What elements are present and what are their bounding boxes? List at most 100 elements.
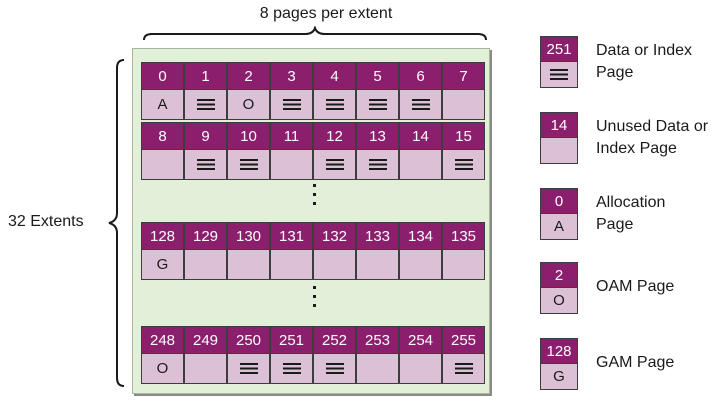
page-type bbox=[270, 354, 313, 384]
page-134: 134 bbox=[399, 222, 442, 280]
page-number: 250 bbox=[227, 326, 270, 354]
page-number: 9 bbox=[184, 122, 227, 150]
legend-page-type: A bbox=[540, 214, 578, 240]
legend-label-line-1: GAM Page bbox=[596, 354, 675, 371]
extents-label: 32 Extents bbox=[8, 213, 84, 230]
page-4: 4 bbox=[313, 62, 356, 120]
page-type bbox=[356, 90, 399, 120]
page-number: 3 bbox=[270, 62, 313, 90]
page-number: 248 bbox=[141, 326, 184, 354]
page-type bbox=[141, 150, 184, 180]
legend-label: Data or Index Page bbox=[596, 40, 692, 84]
page-number: 255 bbox=[442, 326, 485, 354]
extent-row-128-135: 128 G 129 130 131 132 133 134 135 bbox=[141, 222, 485, 280]
legend-swatch: 14 bbox=[540, 112, 578, 164]
legend-label-line-1: OAM Page bbox=[596, 278, 675, 295]
extent-row-248-255: 248 O 249 250 251 252 253 254 255 bbox=[141, 326, 485, 384]
data-page-lines-icon bbox=[239, 159, 258, 170]
page-9: 9 bbox=[184, 122, 227, 180]
data-page-lines-icon bbox=[550, 69, 568, 80]
page-type: G bbox=[141, 250, 184, 280]
data-page-lines-icon bbox=[282, 99, 301, 110]
page-type bbox=[356, 354, 399, 384]
data-page-lines-icon bbox=[454, 159, 473, 170]
side-brace bbox=[108, 59, 125, 387]
page-type bbox=[184, 90, 227, 120]
page-type bbox=[227, 354, 270, 384]
legend-swatch: 128 G bbox=[540, 338, 578, 390]
page-number: 252 bbox=[313, 326, 356, 354]
page-type bbox=[399, 250, 442, 280]
legend-page-type bbox=[540, 62, 578, 88]
page-number: 14 bbox=[399, 122, 442, 150]
data-page-lines-icon bbox=[282, 363, 301, 374]
page-type bbox=[313, 354, 356, 384]
data-page-lines-icon bbox=[239, 363, 258, 374]
page-131: 131 bbox=[270, 222, 313, 280]
legend-label: OAM Page bbox=[596, 276, 674, 298]
page-5: 5 bbox=[356, 62, 399, 120]
legend-label: Unused Data or Index Page bbox=[596, 116, 708, 160]
page-number: 11 bbox=[270, 122, 313, 150]
page-number: 1 bbox=[184, 62, 227, 90]
page-type bbox=[270, 250, 313, 280]
page-252: 252 bbox=[313, 326, 356, 384]
page-10: 10 bbox=[227, 122, 270, 180]
page-1: 1 bbox=[184, 62, 227, 120]
page-type bbox=[442, 250, 485, 280]
page-number: 128 bbox=[141, 222, 184, 250]
data-page-lines-icon bbox=[368, 159, 387, 170]
page-133: 133 bbox=[356, 222, 399, 280]
page-number: 12 bbox=[313, 122, 356, 150]
page-type: O bbox=[227, 90, 270, 120]
page-number: 6 bbox=[399, 62, 442, 90]
top-brace bbox=[143, 26, 487, 41]
page-number: 254 bbox=[399, 326, 442, 354]
legend-page-number: 128 bbox=[540, 338, 578, 364]
page-number: 7 bbox=[442, 62, 485, 90]
page-number: 4 bbox=[313, 62, 356, 90]
page-number: 2 bbox=[227, 62, 270, 90]
page-254: 254 bbox=[399, 326, 442, 384]
legend-page-number: 0 bbox=[540, 188, 578, 214]
page-11: 11 bbox=[270, 122, 313, 180]
legend-label-line-1: Data or Index bbox=[596, 42, 693, 59]
pages-per-extent-label: 8 pages per extent bbox=[259, 5, 393, 22]
data-page-lines-icon bbox=[196, 159, 215, 170]
page-number: 132 bbox=[313, 222, 356, 250]
data-page-lines-icon bbox=[325, 159, 344, 170]
page-128: 128 G bbox=[141, 222, 184, 280]
page-type bbox=[356, 150, 399, 180]
page-number: 249 bbox=[184, 326, 227, 354]
page-135: 135 bbox=[442, 222, 485, 280]
page-type bbox=[442, 354, 485, 384]
page-255: 255 bbox=[442, 326, 485, 384]
legend-page-type bbox=[540, 138, 578, 164]
page-249: 249 bbox=[184, 326, 227, 384]
page-type bbox=[270, 150, 313, 180]
page-250: 250 bbox=[227, 326, 270, 384]
data-page-lines-icon bbox=[454, 363, 473, 374]
legend-page-number: 2 bbox=[540, 262, 578, 288]
legend-label-line-1: Allocation bbox=[596, 194, 666, 211]
page-type bbox=[399, 354, 442, 384]
page-number: 0 bbox=[141, 62, 184, 90]
page-type bbox=[356, 250, 399, 280]
page-6: 6 bbox=[399, 62, 442, 120]
page-number: 131 bbox=[270, 222, 313, 250]
page-130: 130 bbox=[227, 222, 270, 280]
legend-label: Allocation Page bbox=[596, 192, 665, 236]
page-251: 251 bbox=[270, 326, 313, 384]
page-type bbox=[399, 150, 442, 180]
page-number: 133 bbox=[356, 222, 399, 250]
page-8: 8 bbox=[141, 122, 184, 180]
legend-label-line-2: Index Page bbox=[596, 140, 677, 157]
data-page-lines-icon bbox=[196, 99, 215, 110]
vertical-ellipsis bbox=[313, 286, 317, 313]
page-type bbox=[227, 150, 270, 180]
page-132: 132 bbox=[313, 222, 356, 280]
page-number: 130 bbox=[227, 222, 270, 250]
